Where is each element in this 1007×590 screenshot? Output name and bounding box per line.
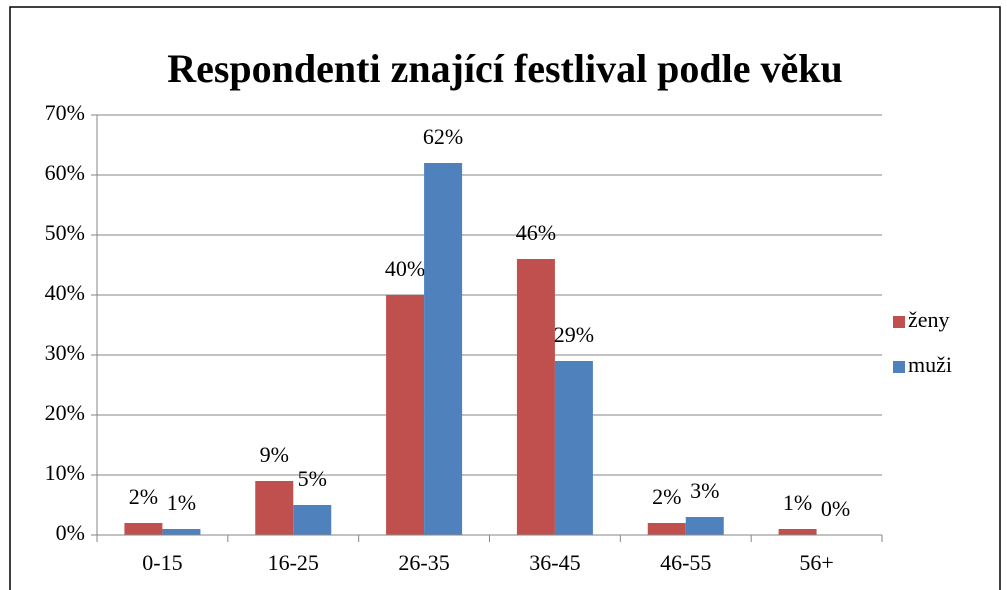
value-label: 3% <box>690 478 719 503</box>
bar <box>424 163 463 535</box>
value-label: 62% <box>423 124 463 149</box>
bar <box>778 529 817 535</box>
y-tick-label: 10% <box>45 460 85 485</box>
value-label: 29% <box>554 322 594 347</box>
y-tick-label: 20% <box>45 400 85 425</box>
bar <box>124 523 163 535</box>
x-tick-label: 36-45 <box>529 550 580 575</box>
chart-title: Respondenti znající festlival podle věku <box>167 46 843 91</box>
y-tick-label: 70% <box>45 100 85 125</box>
bar <box>516 259 555 535</box>
bar <box>255 481 294 535</box>
y-tick-label: 0% <box>56 520 85 545</box>
legend-swatch <box>893 361 905 373</box>
x-tick-label: 56+ <box>799 550 833 575</box>
legend-swatch <box>893 316 905 328</box>
value-label: 9% <box>260 442 289 467</box>
bar <box>647 523 686 535</box>
x-tick-label: 16-25 <box>268 550 319 575</box>
legend-label: ženy <box>908 307 950 332</box>
bar <box>554 361 593 535</box>
y-tick-label: 60% <box>45 160 85 185</box>
bar <box>162 529 201 535</box>
chart-frame <box>9 6 1001 590</box>
bar <box>293 505 332 535</box>
legend-label: muži <box>908 352 952 377</box>
bar <box>386 295 425 535</box>
x-tick-label: 0-15 <box>142 550 182 575</box>
value-label: 5% <box>298 466 327 491</box>
x-tick-label: 26-35 <box>398 550 449 575</box>
value-label: 2% <box>129 484 158 509</box>
y-tick-label: 30% <box>45 340 85 365</box>
bar <box>685 517 724 535</box>
value-label: 2% <box>652 484 681 509</box>
value-label: 0% <box>821 496 850 521</box>
value-label: 40% <box>385 256 425 281</box>
value-label: 46% <box>516 220 556 245</box>
y-tick-label: 50% <box>45 220 85 245</box>
value-label: 1% <box>167 490 196 515</box>
value-label: 1% <box>783 490 812 515</box>
x-tick-label: 46-55 <box>660 550 711 575</box>
y-tick-label: 40% <box>45 280 85 305</box>
